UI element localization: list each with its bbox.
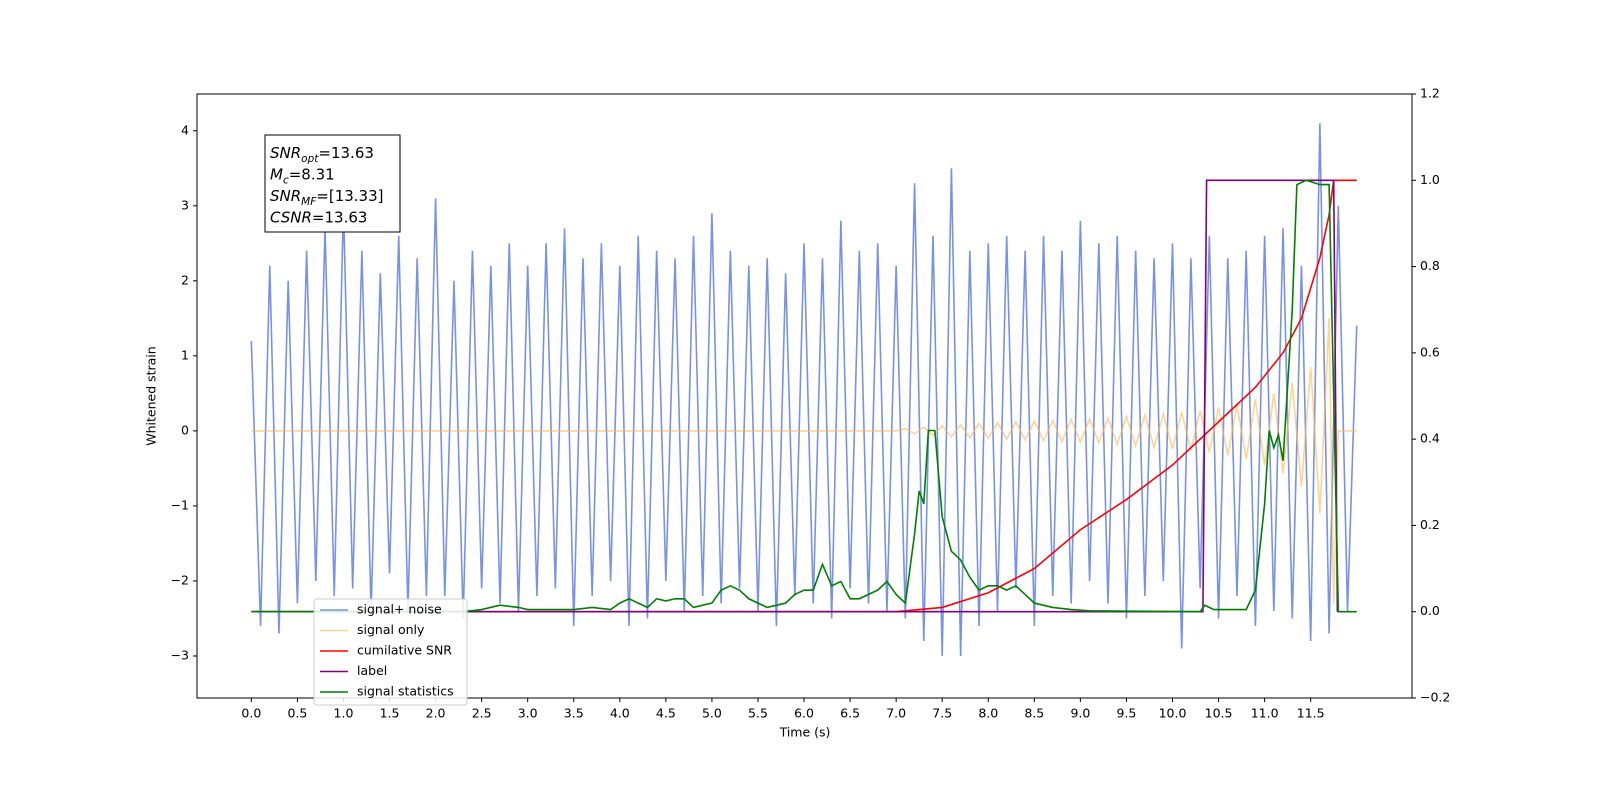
annotation-subscript: MF: [301, 196, 317, 208]
y-tick-label: 1: [181, 347, 189, 362]
x-tick-label: 3.5: [564, 706, 584, 721]
x-tick-label: 0.5: [287, 706, 307, 721]
annotation-subscript: opt: [301, 153, 319, 165]
x-tick-label: 11.0: [1251, 706, 1279, 721]
x-tick-label: 6.0: [794, 706, 814, 721]
x-tick-label: 8.0: [978, 706, 998, 721]
y-tick-label: −2: [171, 572, 189, 587]
x-tick-label: 8.5: [1024, 706, 1044, 721]
annotation-line: SNRMF=[13.33]: [270, 187, 384, 209]
annotation-line: SNRopt=13.63: [270, 144, 374, 166]
y-tick-label: 4: [181, 122, 189, 137]
legend-label: label: [357, 663, 387, 678]
annotation-symbol: SNR: [270, 187, 301, 205]
series-line: [250, 123, 1358, 656]
annotation-subscript: c: [283, 175, 289, 187]
y-tick-label: 2: [181, 272, 189, 287]
y-tick-label: −3: [171, 647, 189, 662]
legend: signal+ noise signal only cumilative SNR la…: [313, 598, 468, 706]
annotation-line: Mc=8.31: [270, 165, 335, 187]
annotation-value: =13.63: [318, 144, 374, 162]
annotation-symbol: CSNR: [270, 208, 312, 226]
y2-tick-label: 0.0: [1420, 603, 1440, 618]
y-tick-label: 3: [181, 197, 189, 212]
y2-tick-label: 0.8: [1420, 258, 1440, 273]
series-line: [251, 179, 1339, 613]
legend-label: signal only: [357, 622, 425, 637]
annotation-value: =[13.33]: [316, 187, 383, 205]
y-tick-label: −1: [171, 497, 189, 512]
x-tick-label: 11.5: [1297, 706, 1325, 721]
annotation-symbol: M: [270, 165, 283, 183]
y2-tick-label: −0.2: [1420, 690, 1450, 705]
x-tick-label: 3.0: [518, 706, 538, 721]
x-tick-label: 7.0: [886, 706, 906, 721]
plot-frame: [196, 93, 1413, 699]
x-tick-label: 0.0: [241, 706, 261, 721]
x-tick-label: 4.5: [656, 706, 676, 721]
annotation-box: [264, 134, 401, 233]
y2-tick-label: 0.2: [1420, 517, 1440, 532]
y-axis-label: Whitened strain: [144, 346, 159, 445]
x-tick-label: 10.5: [1205, 706, 1233, 721]
series-line: [251, 318, 1357, 604]
y-tick-label: 0: [181, 422, 189, 437]
annotation: SNRopt=13.63Mc=8.31SNRMF=[13.33]CSNR=13.…: [264, 134, 401, 233]
legend-label: cumilative SNR: [357, 643, 452, 658]
series-line: [251, 179, 1357, 613]
x-tick-label: 4.0: [610, 706, 630, 721]
x-tick-label: 5.5: [748, 706, 768, 721]
series-line: [251, 179, 1357, 613]
x-tick-label: 9.0: [1070, 706, 1090, 721]
x-axis-label: Time (s): [779, 725, 831, 740]
annotation-symbol: SNR: [270, 144, 301, 162]
annotation-value: =8.31: [289, 165, 335, 183]
x-tick-label: 7.5: [932, 706, 952, 721]
x-tick-label: 1.5: [380, 706, 400, 721]
legend-label: signal+ noise: [357, 602, 442, 617]
x-tick-label: 1.0: [334, 706, 354, 721]
x-tick-label: 10.0: [1159, 706, 1187, 721]
y2-tick-label: 0.4: [1420, 431, 1440, 446]
x-tick-label: 9.5: [1116, 706, 1136, 721]
annotation-line: CSNR=13.63: [270, 208, 367, 226]
legend-label: signal statistics: [357, 684, 454, 699]
legend-box: [313, 598, 468, 706]
x-tick-label: 2.0: [426, 706, 446, 721]
x-tick-label: 2.5: [472, 706, 492, 721]
y2-tick-label: 0.6: [1420, 344, 1440, 359]
y2-tick-label: 1.0: [1420, 172, 1440, 187]
annotation-value: =13.63: [312, 208, 368, 226]
x-tick-label: 5.0: [702, 706, 722, 721]
y2-tick-label: 1.2: [1420, 86, 1440, 101]
x-tick-label: 6.5: [840, 706, 860, 721]
